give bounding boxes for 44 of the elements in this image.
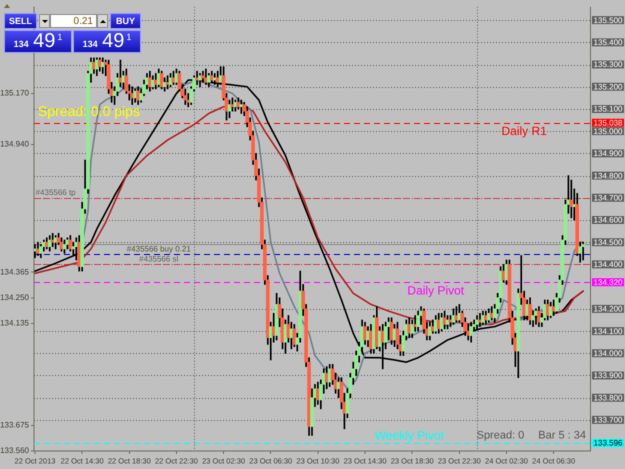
sell-price-box: 134 49$^{1}$	[4, 30, 72, 53]
annotation: Weekly Pivot	[374, 428, 444, 442]
sell-button: SELL	[4, 13, 37, 29]
ref-line-label: 135.300	[594, 60, 624, 70]
ref-line-label: 135.500	[594, 16, 624, 25]
annotation: Daily R1	[502, 124, 548, 138]
y-tick-label: 133.675	[0, 420, 30, 430]
annotation: Bar 5 : 34	[538, 430, 586, 442]
ref-line-label: 135.038	[594, 118, 624, 128]
ref-line-label: 134.400	[594, 260, 624, 270]
y-tick-label: 134.365	[0, 267, 30, 276]
ref-line-label: 134.900	[594, 149, 624, 158]
ref-line-label: 134.000	[594, 348, 624, 358]
annotation: Spread: 0.0 pips	[38, 102, 140, 119]
ref-line-label: 134.200	[594, 304, 624, 314]
buy-price-box: 134 49$^{1}$	[73, 30, 141, 53]
annotation: Daily Pivot	[407, 284, 465, 298]
ref-line-label: 135.400	[594, 38, 624, 48]
ref-line-label: 133.800	[594, 393, 624, 402]
annotation: 134 49$^{1}$	[82, 30, 132, 52]
lot-field: 0.21	[50, 14, 97, 28]
buy-button: BUY	[110, 13, 141, 29]
annotation: 134 49$^{1}$	[14, 30, 62, 52]
annotation: Spread: 0	[476, 430, 524, 442]
ref-line-label: 133.596	[594, 438, 624, 448]
ref-line-label: 135.000	[594, 126, 624, 136]
ref-line-label: 134.500	[594, 238, 624, 247]
ref-line-label: 135.200	[594, 82, 624, 92]
ref-line-label: 134.600	[594, 216, 624, 225]
ref-line-label: 134.700	[594, 194, 624, 203]
y-tick-label: 135.170	[0, 88, 30, 98]
annotation: #435566 tp	[36, 188, 76, 198]
ref-line-label: 133.700	[594, 416, 624, 425]
ref-line-label: 134.320	[594, 278, 624, 287]
ref-line-label: 135.100	[594, 104, 624, 114]
y-tick-label: 134.250	[0, 292, 30, 302]
annotation: #435566 buy 0.21	[126, 244, 192, 254]
ref-line-label: 133.900	[594, 371, 624, 380]
ref-line-label: 134.100	[594, 326, 624, 336]
y-tick-label: 133.560	[0, 446, 30, 456]
annotation: #435566 sl	[139, 254, 179, 264]
ref-line-label: 134.800	[594, 171, 624, 180]
y-tick-label: 134.135	[0, 318, 30, 328]
y-tick-label: 134.940	[0, 140, 30, 149]
